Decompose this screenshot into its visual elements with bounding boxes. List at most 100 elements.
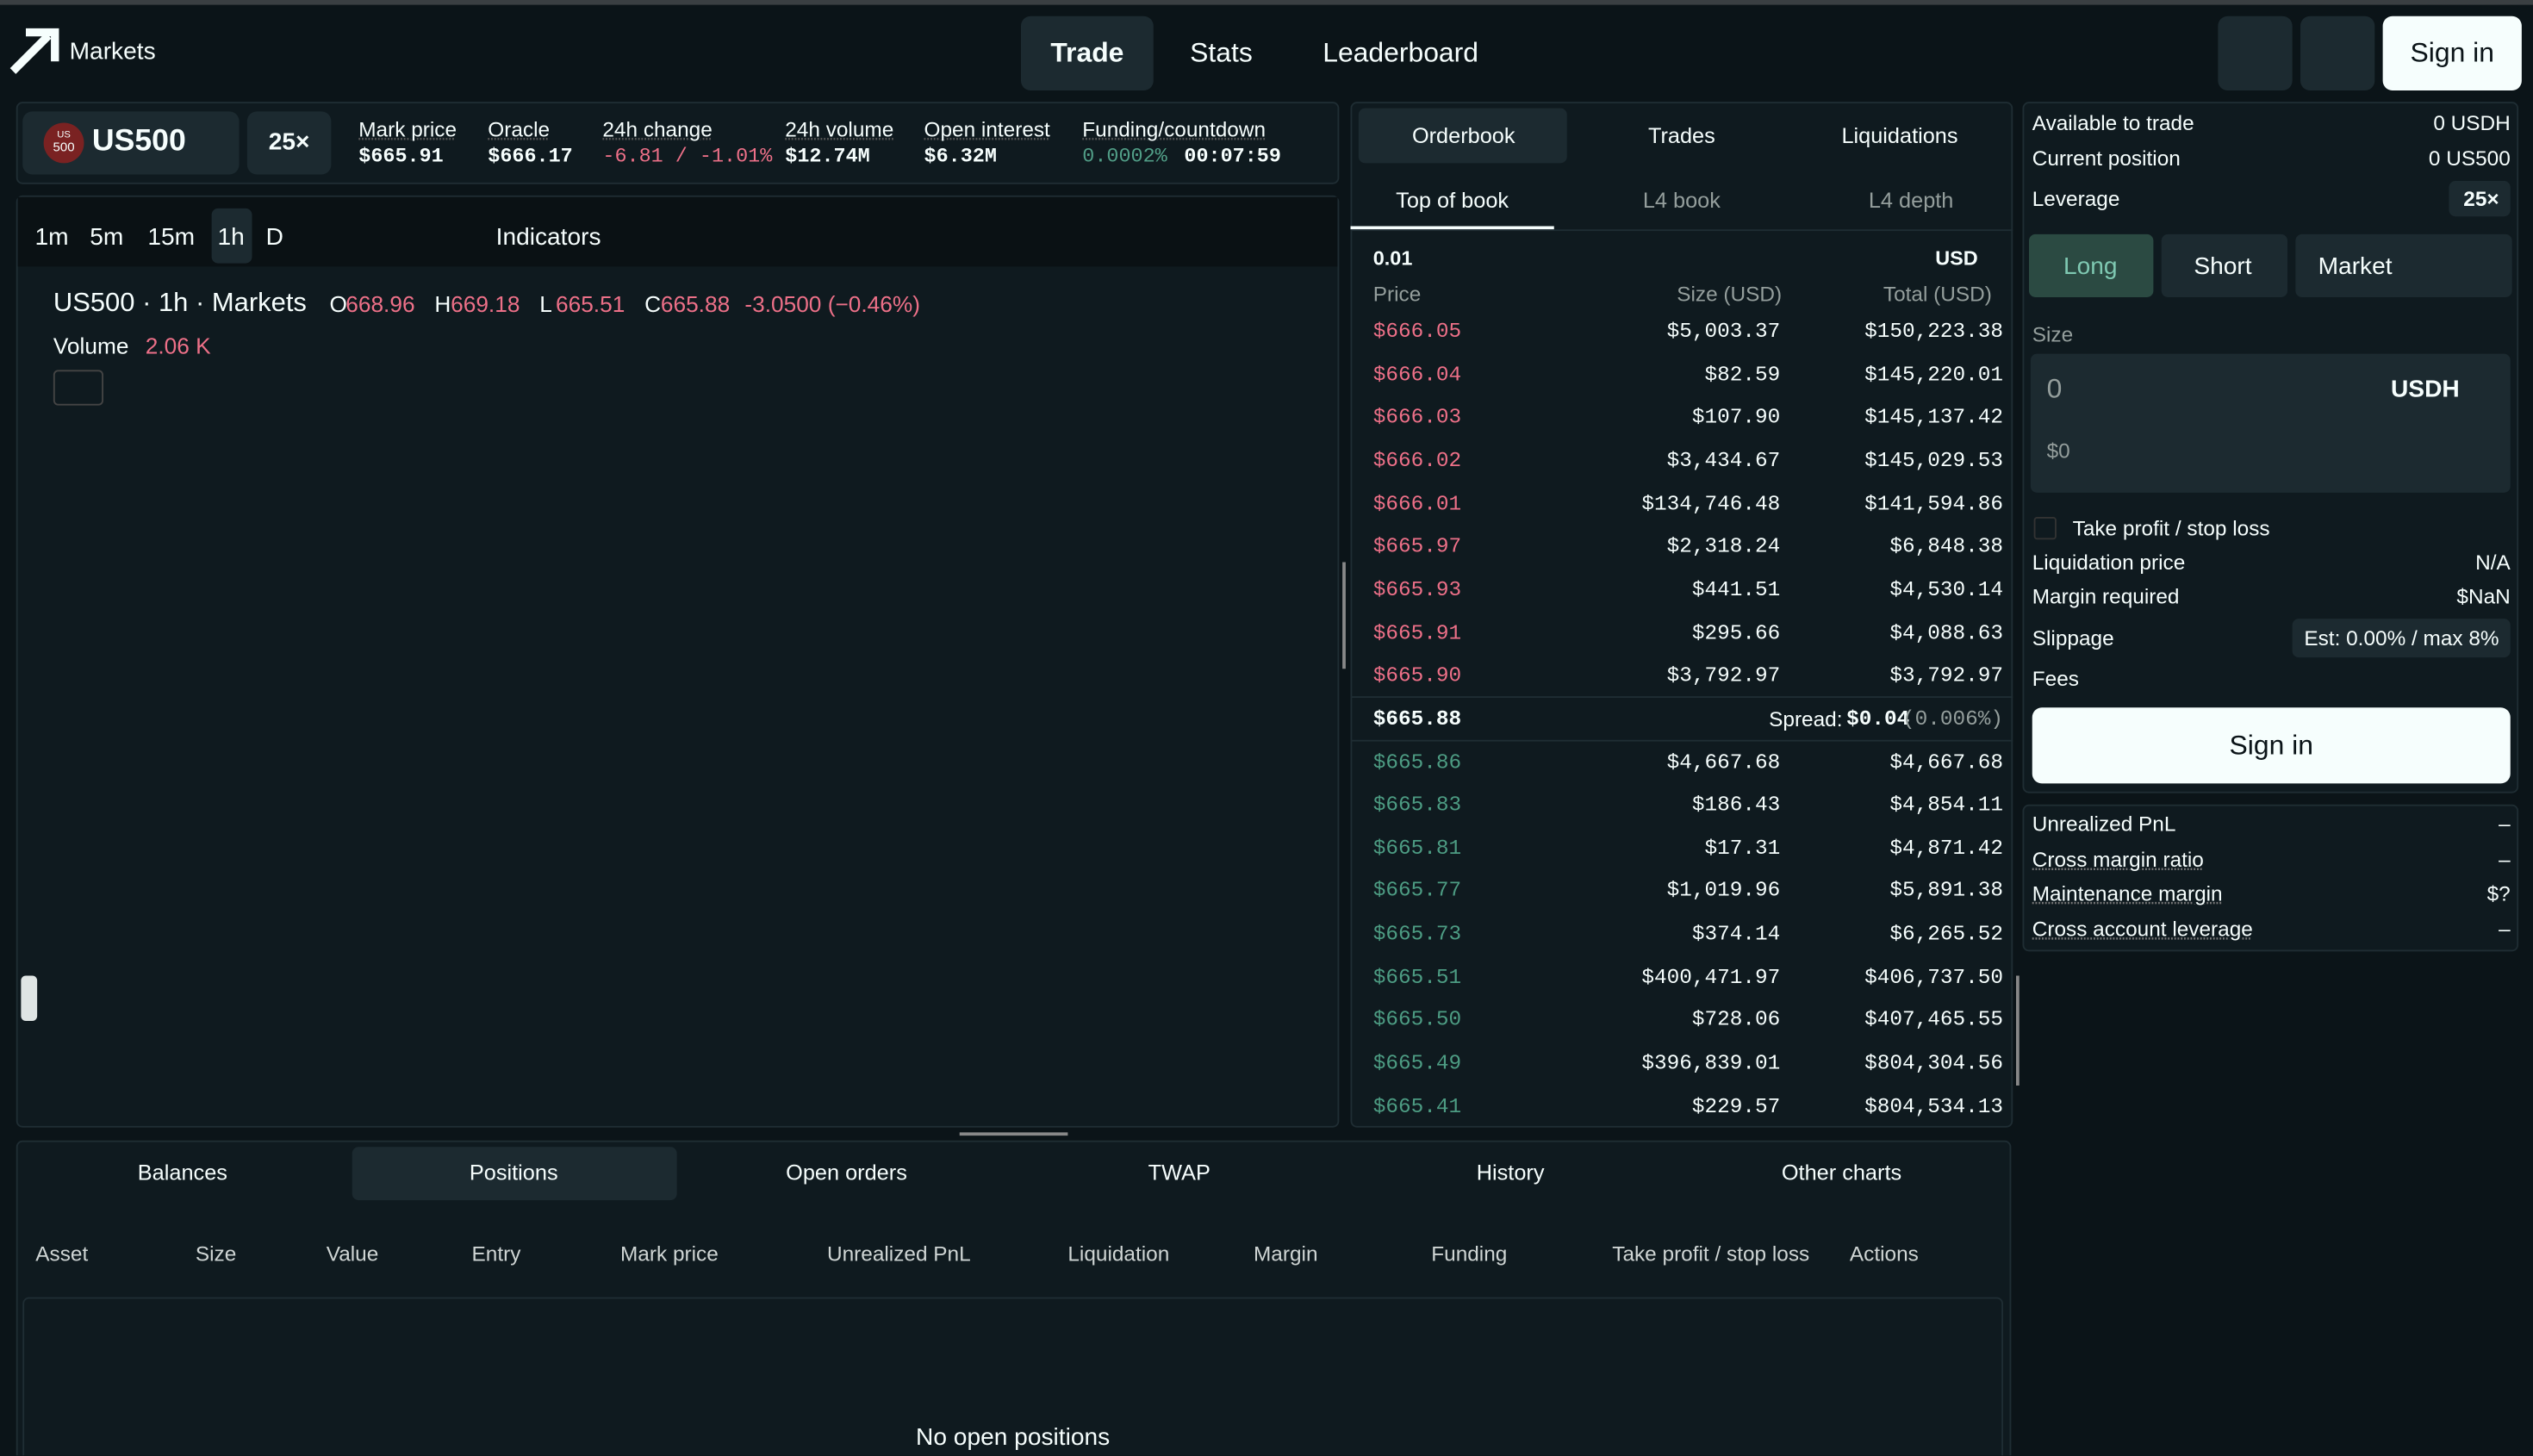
column-header[interactable]: Unrealized PnL [827,1241,971,1266]
interval[interactable]: 5m [90,223,124,252]
stat-label: Open interest [924,116,1050,142]
collapse-button[interactable] [53,370,103,406]
size-unit[interactable]: USDH [2391,375,2460,403]
bottom-tab[interactable]: Positions [469,1160,558,1185]
order-size: $229.57 [1691,1093,1781,1118]
spread-pct: (0.006%) [1901,706,2003,731]
info-label: Fees [2032,666,2079,691]
account-label: Unrealized PnL [2032,812,2176,837]
short-button[interactable] [2161,233,2287,297]
leverage-button[interactable] [246,111,332,175]
unit[interactable]: USD [1935,246,1978,271]
order-total: $406,737.50 [1864,964,2003,989]
type-button[interactable] [2295,233,2512,297]
order-total: $6,265.52 [1889,921,2003,946]
leverage[interactable]: 25× [268,128,310,156]
column-header[interactable]: Liquidation [1067,1241,1170,1266]
order-price: $665.83 [1372,792,1462,818]
size-input[interactable] [2030,353,2511,493]
orderbook-tab[interactable]: Orderbook [1411,123,1515,148]
order-size: $374.14 [1691,921,1781,946]
subtab-underline [1350,226,1554,230]
order-size: $441.51 [1691,577,1781,602]
sign-in-label[interactable]: Sign in [2410,37,2494,68]
order-size: $3,792.97 [1666,663,1781,688]
orderbook-tab-active[interactable] [1358,108,1567,164]
column-header[interactable]: Funding [1431,1241,1508,1266]
bottom-tab[interactable]: Balances [137,1160,227,1185]
nav-tab[interactable]: Leaderboard [1323,37,1479,68]
bottom-tab[interactable]: Other charts [1781,1160,1902,1185]
orderbook-subtab[interactable]: Top of book [1396,188,1509,213]
order-size: $2,318.24 [1666,534,1781,559]
interval-active[interactable] [211,208,252,264]
side-long[interactable]: Long [2063,252,2118,281]
form-label: Current position [2032,146,2181,171]
side-handle[interactable] [21,975,38,1021]
column-header[interactable]: Size [195,1241,237,1266]
sign-in-button[interactable] [2382,16,2522,90]
column-header[interactable]: Actions [1849,1241,1919,1266]
tick-size[interactable]: 0.01 [1372,246,1413,271]
column-header[interactable]: Asset [35,1241,89,1266]
interval[interactable]: 1m [34,223,69,252]
subtab-rule [1350,229,2013,232]
symbol[interactable]: US500 [91,124,186,159]
stat-value: -6.81 / -1.01% [602,145,773,168]
leverage-pill[interactable] [2449,181,2511,217]
submit-button[interactable] [2032,707,2511,784]
bottom-tab[interactable]: History [1476,1160,1545,1185]
nav-tab[interactable]: Stats [1190,37,1253,68]
column-header[interactable]: Margin [1254,1241,1318,1266]
indicators-button[interactable]: Indicators [495,223,601,252]
order-size: $5,003.37 [1666,319,1781,344]
stat-label: Mark price [358,116,457,142]
orderbook-subtab[interactable]: L4 depth [1868,188,1954,213]
form-label: Available to trade [2032,110,2194,135]
tpsl-label: Take profit / stop loss [2072,516,2270,541]
order-total: $141,594.86 [1864,491,2003,516]
bottom-tab-active[interactable] [352,1147,677,1201]
account-value: – [2499,846,2511,871]
side-short[interactable]: Short [2194,252,2252,281]
order-size: $134,746.48 [1641,491,1781,516]
account-value: – [2499,916,2511,941]
interval[interactable]: 1h [217,223,245,252]
column-header[interactable]: Entry [471,1241,521,1266]
display-button[interactable] [2300,16,2375,90]
orderbook-tab[interactable]: Trades [1647,123,1715,148]
tpsl-checkbox[interactable] [2033,517,2057,540]
nav-tab-active[interactable] [1021,16,1154,90]
order-price: $666.05 [1372,319,1462,344]
info-label: Margin required [2032,583,2180,608]
bottom-tab[interactable]: TWAP [1148,1160,1210,1185]
order-total: $804,304.56 [1864,1050,2003,1075]
orderbook-subtab[interactable]: L4 book [1642,188,1721,213]
orderbook-tab[interactable]: Liquidations [1841,123,1958,148]
long-button[interactable] [2029,233,2154,297]
account-value: – [2499,812,2511,837]
account-label: Maintenance margin [2032,880,2223,905]
submit-label[interactable]: Sign in [2229,730,2313,762]
top-strip [0,0,2533,5]
translate-button[interactable] [2218,16,2293,90]
spread-label: Spread: [1769,706,1843,731]
order-type[interactable]: Market [2318,252,2393,281]
ohlc-key: C [644,290,662,317]
order-total: $150,223.38 [1864,319,2003,344]
nav-tab[interactable]: Trade [1050,37,1124,68]
column-header[interactable]: Value [326,1241,379,1266]
form-value: 25× [2463,186,2499,211]
interval[interactable]: 15m [147,223,196,252]
interval[interactable]: D [265,223,283,252]
stat-label: 24h volume [785,116,894,142]
symbol-icon-top: US [57,130,71,141]
order-price: $665.86 [1372,750,1462,775]
column-header[interactable]: Take profit / stop loss [1612,1241,1810,1266]
ohlc-key: H [434,290,451,317]
order-size: $295.66 [1691,620,1781,645]
chart-panel [16,195,1340,1128]
bottom-tab[interactable]: Open orders [786,1160,907,1185]
order-size: $17.31 [1704,835,1781,861]
column-header[interactable]: Mark price [620,1241,719,1266]
